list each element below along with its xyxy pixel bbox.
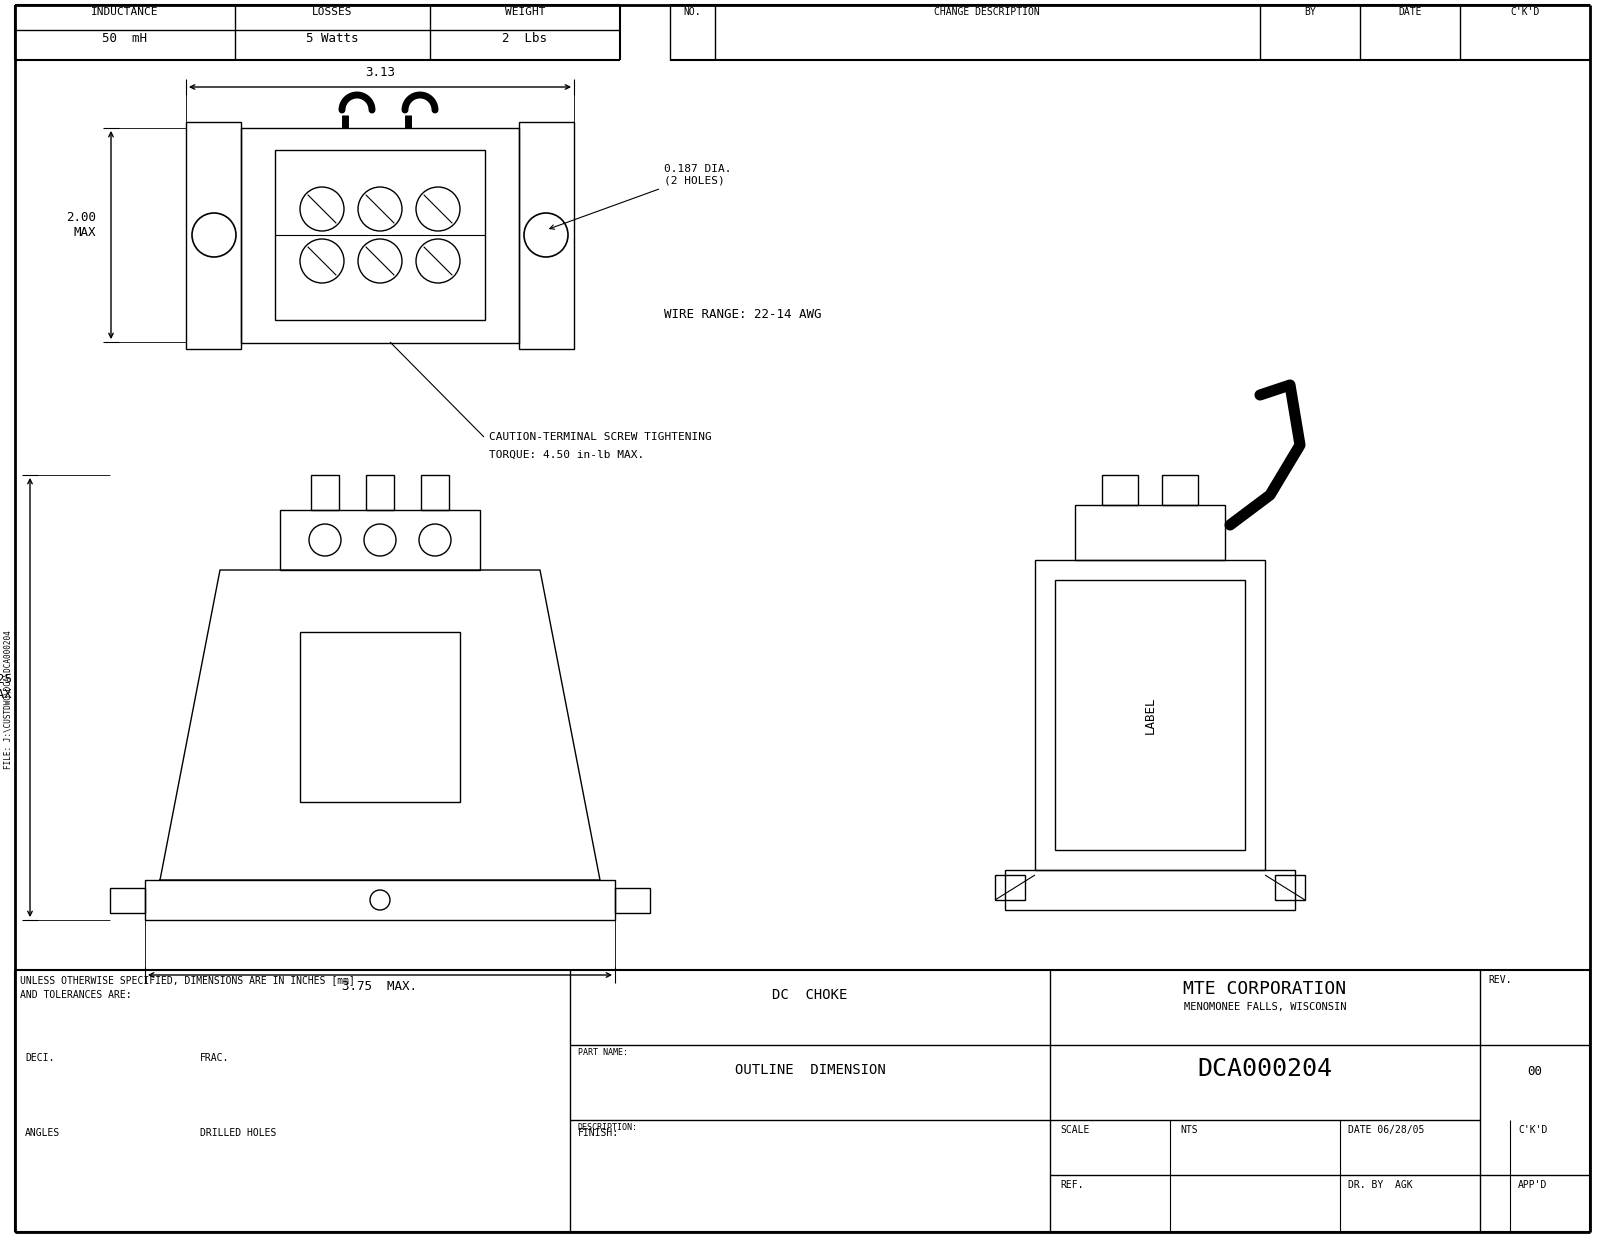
Text: DATE 06/28/05: DATE 06/28/05 bbox=[1347, 1124, 1424, 1136]
Text: WIRE RANGE: 22-14 AWG: WIRE RANGE: 22-14 AWG bbox=[664, 308, 821, 322]
Text: MTE CORPORATION: MTE CORPORATION bbox=[1184, 980, 1347, 998]
Text: 5 Watts: 5 Watts bbox=[306, 32, 358, 45]
Bar bbox=[1054, 580, 1245, 850]
Bar bbox=[310, 475, 339, 510]
Text: REV.: REV. bbox=[1488, 975, 1512, 985]
Text: 2.00
MAX: 2.00 MAX bbox=[66, 212, 96, 239]
Text: NO.: NO. bbox=[683, 7, 701, 17]
Text: 0.187 DIA.
(2 HOLES): 0.187 DIA. (2 HOLES) bbox=[550, 165, 731, 229]
Bar bbox=[614, 888, 650, 913]
Bar bbox=[275, 150, 485, 320]
Text: DATE: DATE bbox=[1398, 7, 1422, 17]
Text: NTS: NTS bbox=[1181, 1124, 1198, 1136]
Text: DC  CHOKE: DC CHOKE bbox=[773, 988, 848, 1002]
Bar bbox=[1162, 475, 1198, 505]
Bar bbox=[1005, 870, 1294, 910]
Text: CHANGE DESCRIPTION: CHANGE DESCRIPTION bbox=[934, 7, 1040, 17]
Text: DESCRIPTION:: DESCRIPTION: bbox=[578, 1123, 638, 1132]
Text: ANGLES: ANGLES bbox=[26, 1128, 61, 1138]
Text: OUTLINE  DIMENSION: OUTLINE DIMENSION bbox=[734, 1063, 885, 1077]
Text: REF.: REF. bbox=[1059, 1180, 1083, 1190]
Text: BY: BY bbox=[1304, 7, 1315, 17]
Text: LOSSES: LOSSES bbox=[312, 7, 352, 17]
Text: 3.25
MAX: 3.25 MAX bbox=[0, 673, 13, 701]
Text: MENOMONEE FALLS, WISCONSIN: MENOMONEE FALLS, WISCONSIN bbox=[1184, 1002, 1346, 1012]
Bar bbox=[995, 875, 1026, 901]
Bar bbox=[301, 632, 461, 802]
Text: C'K'D: C'K'D bbox=[1518, 1124, 1547, 1136]
Text: INDUCTANCE: INDUCTANCE bbox=[91, 7, 158, 17]
Bar bbox=[242, 127, 518, 343]
Text: 50  mH: 50 mH bbox=[102, 32, 147, 45]
Text: 2  Lbs: 2 Lbs bbox=[502, 32, 547, 45]
Bar bbox=[421, 475, 450, 510]
Text: FINISH:: FINISH: bbox=[578, 1128, 619, 1138]
Bar bbox=[366, 475, 394, 510]
Text: DR. BY  AGK: DR. BY AGK bbox=[1347, 1180, 1413, 1190]
Text: PART NAME:: PART NAME: bbox=[578, 1048, 627, 1056]
Text: DCA000204: DCA000204 bbox=[1197, 1056, 1333, 1081]
Text: CAUTION-TERMINAL SCREW TIGHTENING: CAUTION-TERMINAL SCREW TIGHTENING bbox=[490, 432, 712, 442]
Bar bbox=[1075, 505, 1226, 560]
Bar bbox=[1102, 475, 1138, 505]
Text: DRILLED HOLES: DRILLED HOLES bbox=[200, 1128, 277, 1138]
Bar bbox=[1035, 560, 1266, 870]
Bar bbox=[518, 122, 574, 349]
Text: DECI.: DECI. bbox=[26, 1053, 54, 1063]
Bar bbox=[110, 888, 146, 913]
Text: SCALE: SCALE bbox=[1059, 1124, 1090, 1136]
Text: FRAC.: FRAC. bbox=[200, 1053, 229, 1063]
Text: 3.13: 3.13 bbox=[365, 66, 395, 79]
Text: UNLESS OTHERWISE SPECIFIED, DIMENSIONS ARE IN INCHES [mm]: UNLESS OTHERWISE SPECIFIED, DIMENSIONS A… bbox=[19, 975, 355, 985]
Text: 00: 00 bbox=[1528, 1065, 1542, 1077]
Text: 3.75  MAX.: 3.75 MAX. bbox=[342, 980, 418, 993]
Bar bbox=[146, 880, 614, 920]
Text: FILE: J:\CUSTDWG\DCA\DCA000204: FILE: J:\CUSTDWG\DCA\DCA000204 bbox=[3, 631, 13, 769]
Bar bbox=[186, 122, 242, 349]
Text: TORQUE: 4.50 in-lb MAX.: TORQUE: 4.50 in-lb MAX. bbox=[490, 450, 645, 460]
Text: C'K'D: C'K'D bbox=[1510, 7, 1539, 17]
Bar bbox=[280, 510, 480, 570]
Text: WEIGHT: WEIGHT bbox=[504, 7, 546, 17]
Text: LABEL: LABEL bbox=[1144, 696, 1157, 734]
Text: AND TOLERANCES ARE:: AND TOLERANCES ARE: bbox=[19, 990, 131, 999]
Bar bbox=[1275, 875, 1306, 901]
Text: APP'D: APP'D bbox=[1518, 1180, 1547, 1190]
